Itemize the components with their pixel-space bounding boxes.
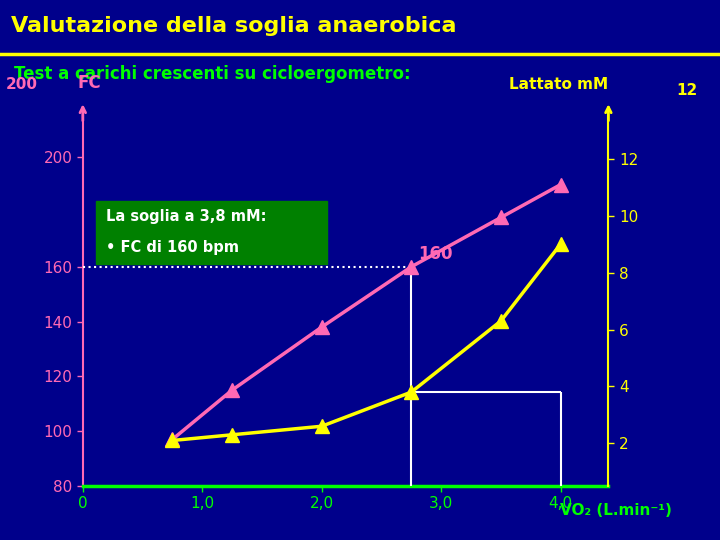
Text: FC: FC	[78, 74, 102, 92]
Text: Lattato mM: Lattato mM	[509, 77, 608, 92]
Text: Test a carichi crescenti su cicloergometro:: Test a carichi crescenti su cicloergomet…	[14, 65, 411, 83]
Text: Valutazione della soglia anaerobica: Valutazione della soglia anaerobica	[11, 16, 456, 36]
Text: • FC di 160 bpm: • FC di 160 bpm	[107, 240, 240, 255]
Text: 12: 12	[677, 83, 698, 98]
FancyBboxPatch shape	[96, 201, 327, 264]
Text: VO₂ (L.min⁻¹): VO₂ (L.min⁻¹)	[559, 503, 672, 518]
Text: 200: 200	[6, 77, 38, 92]
Text: 160: 160	[418, 245, 453, 262]
Text: La soglia a 3,8 mM:: La soglia a 3,8 mM:	[107, 208, 267, 224]
